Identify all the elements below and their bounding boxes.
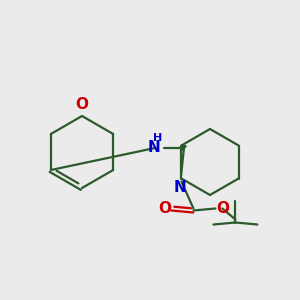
Text: O: O bbox=[158, 201, 171, 216]
Text: O: O bbox=[216, 201, 229, 216]
Text: N: N bbox=[174, 181, 187, 196]
Text: H: H bbox=[153, 133, 163, 143]
Text: N: N bbox=[148, 140, 160, 154]
Text: O: O bbox=[76, 97, 88, 112]
